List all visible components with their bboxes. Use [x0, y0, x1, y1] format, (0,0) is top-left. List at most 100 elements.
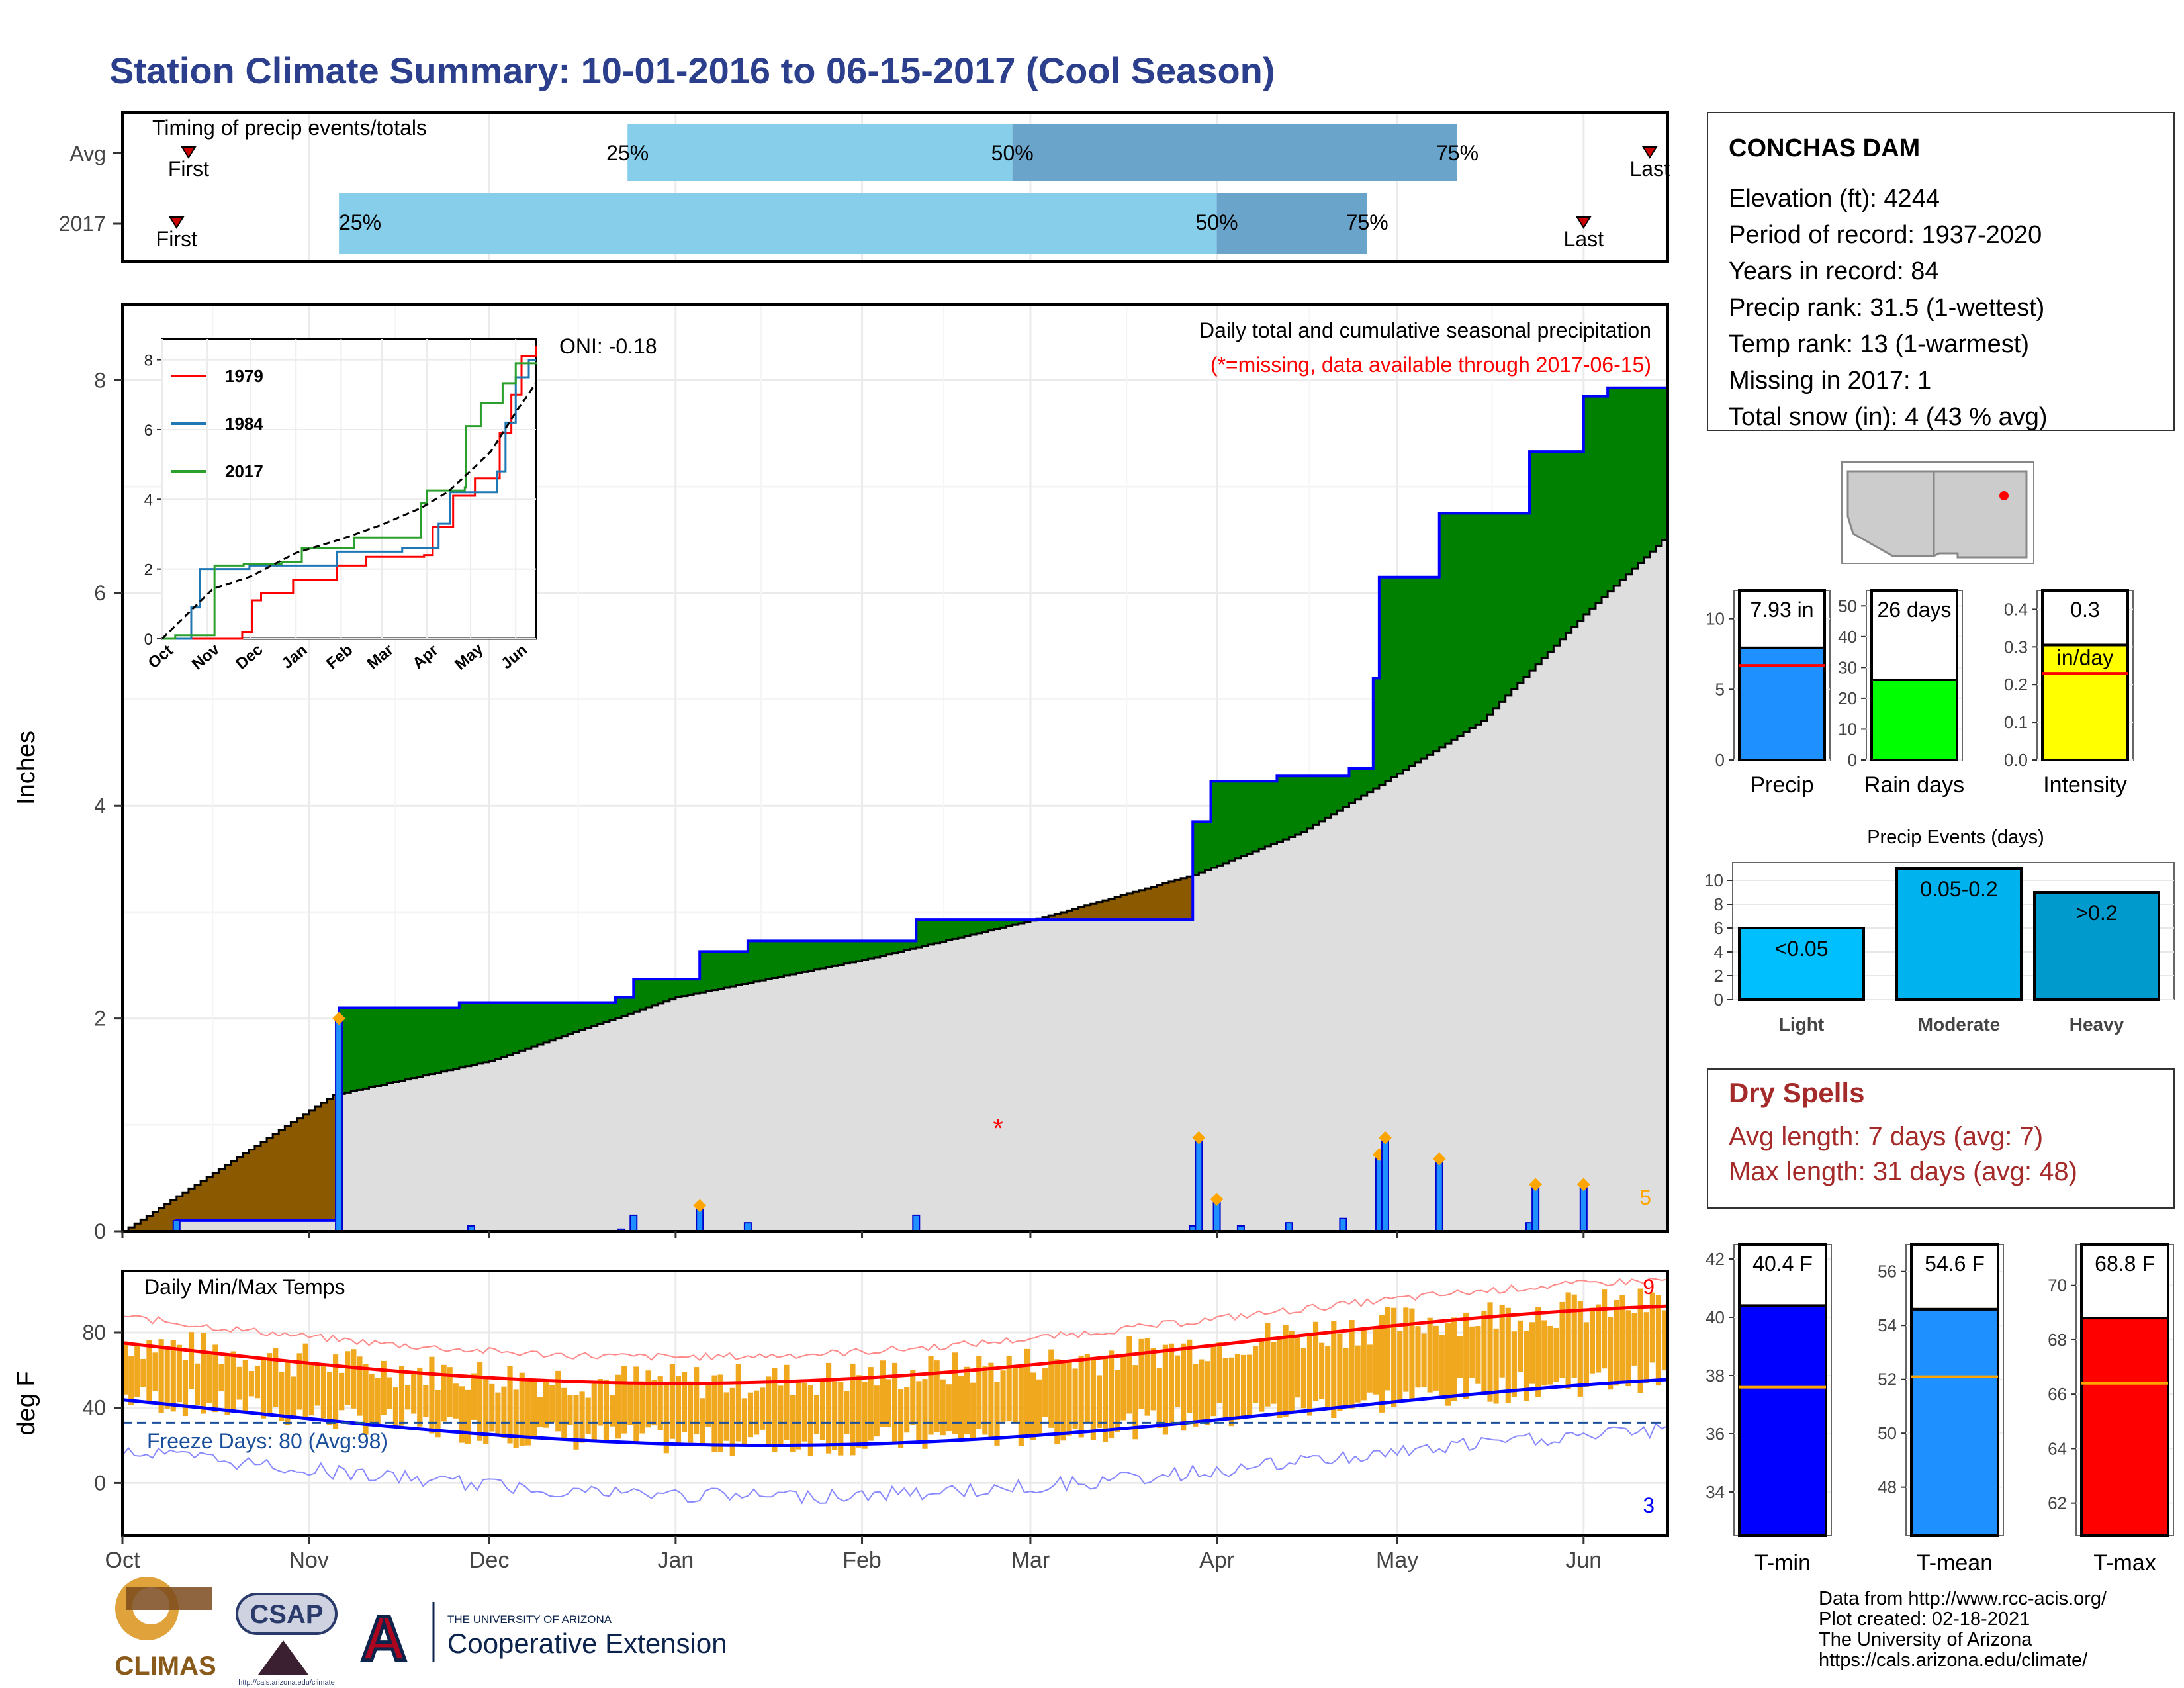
mini-y-tick-label: 5 [1715, 679, 1725, 699]
surplus-fill [1385, 577, 1392, 782]
events-y-tick-label: 6 [1714, 918, 1723, 938]
ua-small-text: THE UNIVERSITY OF ARIZONA [447, 1613, 612, 1626]
deficit-fill [195, 1184, 201, 1221]
mini-value-bar [2041, 643, 2129, 761]
daily-temp-bar [1571, 1294, 1577, 1378]
temp-chart-y-tick-label: 38 [1706, 1366, 1725, 1385]
deficit-fill [1181, 878, 1187, 920]
daily-temp-bar [1631, 1313, 1637, 1366]
daily-temp-bar [549, 1385, 555, 1423]
precip-y-tick-label: 8 [94, 368, 106, 392]
station-info-line: Elevation (ft): 4244 [1729, 185, 1940, 212]
daily-temp-bar [140, 1358, 146, 1387]
surplus-fill [1259, 781, 1265, 849]
temp-y-tick-label: 80 [82, 1321, 106, 1344]
daily-temp-bar [723, 1392, 729, 1441]
daily-temp-bar [128, 1356, 134, 1405]
surplus-fill [790, 941, 797, 975]
mini-value-label: 0.3 [2070, 598, 2099, 622]
daily-temp-bar [1595, 1304, 1602, 1373]
daily-temp-bar [1036, 1379, 1042, 1437]
daily-temp-bar [772, 1367, 778, 1452]
heavy-day-marker [1379, 1131, 1392, 1145]
temp-chart-y-tick-label: 36 [1706, 1424, 1725, 1444]
surplus-fill [1583, 396, 1590, 614]
surplus-fill [591, 1002, 598, 1027]
surplus-fill [1210, 781, 1218, 868]
deficit-fill [188, 1188, 195, 1221]
x-tick-label: Feb [842, 1548, 882, 1573]
surplus-fill [1349, 769, 1356, 804]
daily-temp-bar [1439, 1335, 1445, 1396]
deficit-fill [182, 1192, 189, 1221]
station-info: CONCHAS DAM Elevation (ft): 4244 Period o… [1707, 112, 2175, 431]
events-bar [1738, 927, 1865, 1001]
surplus-fill [747, 941, 754, 983]
daily-temp-bar [1655, 1295, 1662, 1386]
daily-temp-bar [862, 1382, 868, 1449]
surplus-fill [1367, 769, 1374, 792]
daily-temp-bar [801, 1382, 807, 1442]
deficit-fill [212, 1172, 219, 1221]
surplus-fill [1529, 451, 1536, 671]
climas-text: CLIMAS [114, 1652, 216, 1681]
surplus-fill [1295, 776, 1302, 835]
daily-temp-bar [1289, 1331, 1295, 1411]
surplus-fill [645, 979, 653, 1008]
timing-pct-25: 25% [606, 141, 649, 165]
timing-bar-q1 [627, 124, 1013, 181]
surplus-fill [1571, 451, 1578, 627]
daily-temp-bar [501, 1386, 507, 1438]
surplus-fill [741, 951, 749, 984]
mini-y-tick-label: 50 [1838, 596, 1857, 616]
daily-temp-bar [663, 1383, 669, 1454]
daily-temp-bar [1319, 1342, 1325, 1399]
daily-temp-bar [1349, 1320, 1355, 1409]
daily-temp-bar [447, 1367, 453, 1417]
daily-temp-bar [1475, 1326, 1481, 1384]
station-info-line: Total snow (in): 4 (43 % avg) [1729, 403, 2048, 431]
daily-temp-bar [285, 1360, 291, 1425]
deficit-fill [1084, 905, 1091, 920]
daily-temp-bar [1385, 1307, 1391, 1391]
surplus-fill [1000, 919, 1007, 928]
mini-y-tick-label: 10 [1706, 609, 1725, 629]
surplus-fill [429, 1008, 436, 1074]
surplus-fill [1649, 387, 1657, 552]
daily-temp-bar [669, 1363, 675, 1439]
surplus-fill [1421, 577, 1428, 759]
surplus-fill [483, 1002, 490, 1062]
surplus-fill [946, 919, 953, 941]
daily-temp-bar [531, 1378, 537, 1437]
surplus-fill [1517, 513, 1524, 683]
surplus-fill [772, 941, 778, 978]
daily-temp-bar [471, 1373, 477, 1420]
surplus-fill [1457, 513, 1464, 736]
deficit-fill [308, 1110, 316, 1221]
events-y-tick-label: 2 [1714, 966, 1723, 986]
inset-x-tick-label: Dec [232, 641, 266, 673]
surplus-fill [1222, 781, 1230, 863]
surplus-fill [784, 941, 791, 976]
deficit-fill [1060, 912, 1068, 920]
timing-title: Timing of precip events/totals [152, 116, 427, 140]
daily-precip-bar [912, 1214, 921, 1233]
daily-precip-bar [1435, 1158, 1443, 1233]
daily-temp-bar [615, 1374, 621, 1439]
csap-logo: CSAP http://cals.arizona.edu/climate [236, 1593, 338, 1687]
ua-letter-icon: A [361, 1603, 406, 1674]
surplus-fill [1463, 513, 1470, 732]
daily-temp-bar [1331, 1321, 1337, 1419]
daily-temp-bar [994, 1382, 1000, 1446]
daily-temp-bar [381, 1360, 387, 1415]
surplus-fill [1205, 821, 1212, 870]
surplus-fill [1589, 396, 1596, 609]
daily-temp-bar [651, 1380, 657, 1426]
dry-spells-avg: Avg length: 7 days (avg: 7) [1729, 1122, 2043, 1151]
surplus-fill [874, 941, 881, 957]
daily-temp-bar [729, 1387, 735, 1456]
x-tick-label: Jan [657, 1548, 694, 1573]
surplus-fill [519, 1002, 526, 1051]
surplus-fill [369, 1008, 376, 1088]
surplus-fill [1433, 577, 1440, 751]
